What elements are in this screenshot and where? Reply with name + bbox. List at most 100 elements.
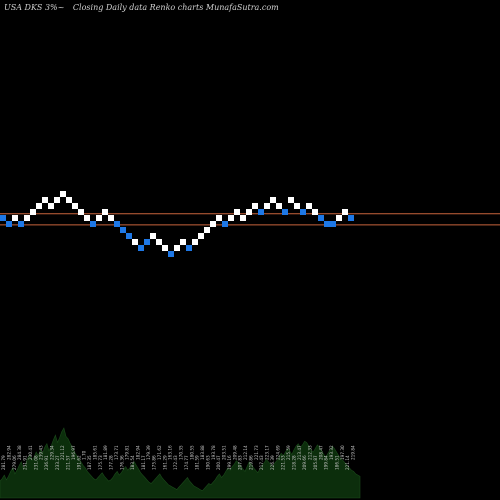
renko-brick [132,239,138,245]
renko-brick [156,239,162,245]
volume-label: 170.35 [179,445,184,460]
renko-brick [36,203,42,209]
volume-label: 233.27 [55,455,60,470]
volume-label: 284.38 [17,445,22,460]
volume-label: 181.89 [103,445,108,460]
volume-labels: 281.79282.94279.06284.38231.91230.41231.… [1,445,356,470]
volume-label: 161.29 [162,455,167,470]
volume-label: 177.28 [109,455,114,470]
renko-brick [234,209,240,215]
volume-label: 179.39 [146,445,151,460]
volume-label: 212.14 [243,445,248,460]
renko-brick [300,209,306,215]
volume-label: 193.78 [211,445,216,460]
volume-label: 236.91 [44,455,49,470]
volume-label: 231.91 [23,455,28,470]
renko-brick [204,227,210,233]
volume-label: 163.16 [168,445,173,460]
volume-label: 193.32 [329,445,334,460]
renko-brick [12,215,18,221]
volume-label: 281.79 [1,455,6,470]
renko-brick [252,203,258,209]
volume-label: 199.16 [227,455,232,470]
volume-label: 190.63 [205,455,210,470]
renko-brick [30,209,36,215]
renko-brick [192,239,198,245]
renko-brick [18,221,24,227]
renko-brick [186,245,192,251]
volume-label: 1.70 [82,450,87,460]
renko-brick [198,233,204,239]
volume-label: 221.73 [254,445,259,460]
volume-label: 215.59 [286,445,291,460]
volume-area-path [0,427,361,499]
volume-label: 187.35 [87,455,92,470]
renko-brick [168,251,174,257]
renko-brick [66,197,72,203]
renko-brick [0,215,6,221]
renko-brick [318,215,324,221]
renko-brick [96,215,102,221]
volume-label: 196.97 [71,445,76,460]
volume-label: 239.43 [39,445,44,460]
renko-brick [84,215,90,221]
volume-label: 203.51 [222,445,227,460]
renko-brick [276,203,282,209]
renko-brick [312,209,318,215]
volume-label: 221.14 [345,455,350,470]
renko-brick [294,203,300,209]
volume-area [0,427,361,499]
volume-label: 219.84 [351,445,356,460]
renko-brick [288,197,294,203]
volume-label: 173.71 [114,445,119,460]
renko-brick [60,191,66,197]
volume-label: 208.47 [318,445,323,460]
volume-label: 181.17 [141,455,146,470]
renko-brick [282,209,288,215]
renko-brick [258,209,264,215]
chart-caption: Closing Daily data Renko charts MunafaSu… [72,3,279,12]
renko-brick [138,245,144,251]
volume-label: 200.47 [216,455,221,470]
volume-label: 179.81 [125,445,130,460]
renko-brick [42,197,48,203]
volume-label: 209.48 [232,445,237,460]
renko-brick [90,221,96,227]
renko-brick [174,245,180,251]
symbol-label: USA DKS 3%~ [4,3,65,12]
volume-label: 205.87 [313,455,318,470]
volume-label: 176.36 [119,455,124,470]
volume-label: 207.83 [238,455,243,470]
renko-brick [108,215,114,221]
renko-brick [24,215,30,221]
renko-brick [210,221,216,227]
volume-label: 230.41 [28,445,33,460]
renko-brick [216,215,222,221]
volume-label: 172.43 [173,455,178,470]
volume-label: 181.59 [195,455,200,470]
renko-brick [102,209,108,215]
volume-label: 171.62 [157,445,162,460]
volume-label: 282.94 [6,445,11,460]
renko-brick [342,209,348,215]
renko-brick [126,233,132,239]
volume-label: 231.08 [33,455,38,470]
volume-label: 183.88 [200,445,205,460]
renko-brick [6,221,12,227]
volume-label: 175.73 [98,455,103,470]
volume-label: 174.77 [184,455,189,470]
volume-label: 209.66 [302,455,307,470]
renko-brick [306,203,312,209]
volume-label: 191.62 [76,455,81,470]
volume-label: 211.57 [66,455,71,470]
renko-brick [162,245,168,251]
renko-brick [78,209,84,215]
renko-brick [222,221,228,227]
volume-label: 180.55 [189,445,194,460]
volume-label: 221.12 [60,445,65,460]
renko-brick [150,233,156,239]
renko-brick [72,203,78,209]
renko-brick [348,215,354,221]
volume-label: 182.94 [136,445,141,460]
renko-bricks [0,191,354,257]
